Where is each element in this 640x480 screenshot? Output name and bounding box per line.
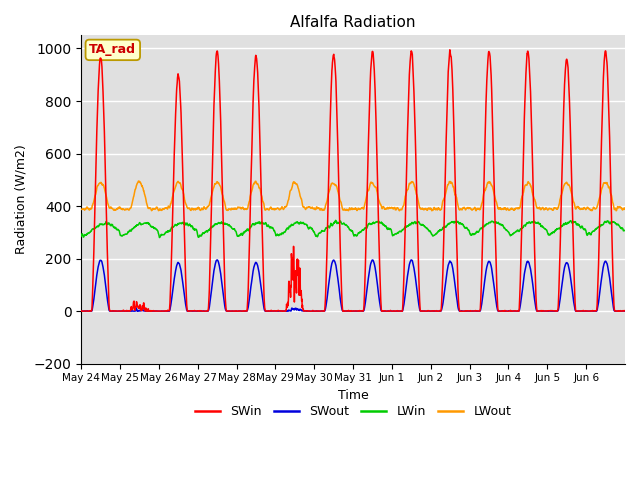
X-axis label: Time: Time [338, 389, 369, 402]
Legend: SWin, SWout, LWin, LWout: SWin, SWout, LWin, LWout [190, 400, 516, 423]
Text: TA_rad: TA_rad [90, 43, 136, 56]
Y-axis label: Radiation (W/m2): Radiation (W/m2) [15, 144, 28, 254]
Title: Alfalfa Radiation: Alfalfa Radiation [291, 15, 416, 30]
